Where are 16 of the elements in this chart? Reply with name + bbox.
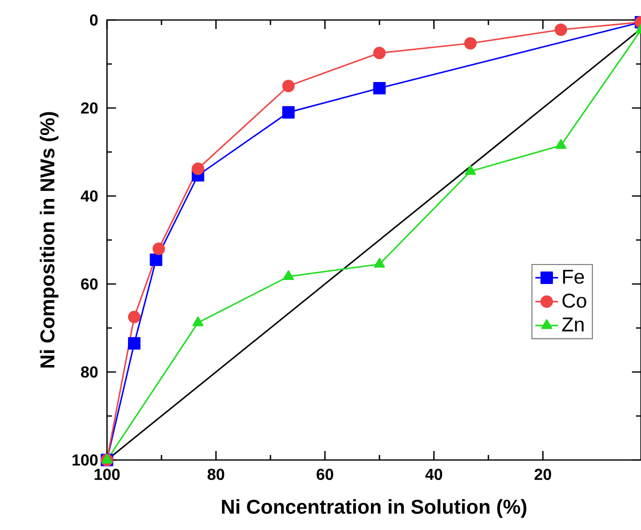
- y-tick-label: 60: [81, 278, 98, 290]
- x-tick-label: 100: [94, 468, 120, 480]
- x-tick-label: 80: [208, 468, 224, 480]
- x-tick-label: 20: [534, 468, 552, 480]
- legend-label: Zn: [562, 318, 584, 332]
- y-tick-label: 100: [72, 454, 98, 466]
- y-tick-label: 40: [80, 190, 98, 202]
- x-tick-label: 40: [425, 468, 442, 480]
- legend-label: Fe: [563, 270, 584, 284]
- x-axis-title: Ni Concentration in Solution (%): [222, 499, 526, 518]
- legend-label: Co: [562, 294, 586, 308]
- y-tick-label: 20: [81, 102, 98, 114]
- x-tick-label: 60: [316, 468, 334, 480]
- y-tick-label: 80: [80, 366, 98, 378]
- y-axis-title: Ni Composition in NWs (%): [40, 112, 58, 368]
- y-tick-label: 0: [90, 14, 98, 26]
